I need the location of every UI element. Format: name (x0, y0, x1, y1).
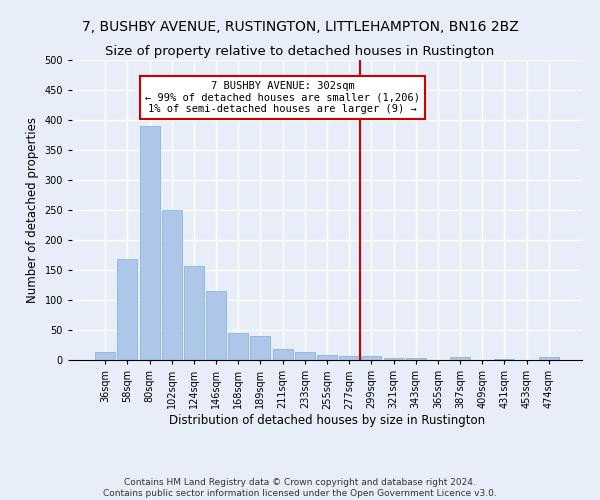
Bar (383, 358, 404, 360)
Bar (228, 333, 248, 360)
Bar (184, 266, 204, 360)
Bar (140, 126, 160, 360)
Bar (162, 210, 182, 360)
Y-axis label: Number of detached properties: Number of detached properties (26, 117, 39, 303)
Bar (339, 356, 359, 360)
Bar (406, 358, 426, 360)
Bar (317, 354, 337, 360)
Text: Size of property relative to detached houses in Rustington: Size of property relative to detached ho… (106, 45, 494, 58)
Text: 7 BUSHBY AVENUE: 302sqm
← 99% of detached houses are smaller (1,206)
1% of semi-: 7 BUSHBY AVENUE: 302sqm ← 99% of detache… (145, 81, 420, 114)
Bar (95, 352, 115, 360)
Bar (295, 352, 315, 360)
X-axis label: Distribution of detached houses by size in Rustington: Distribution of detached houses by size … (169, 414, 485, 427)
Bar (539, 357, 559, 360)
Bar (250, 336, 271, 360)
Text: 7, BUSHBY AVENUE, RUSTINGTON, LITTLEHAMPTON, BN16 2BZ: 7, BUSHBY AVENUE, RUSTINGTON, LITTLEHAMP… (82, 20, 518, 34)
Bar (206, 291, 226, 360)
Bar (272, 349, 293, 360)
Bar (450, 357, 470, 360)
Bar (361, 356, 382, 360)
Text: Contains HM Land Registry data © Crown copyright and database right 2024.
Contai: Contains HM Land Registry data © Crown c… (103, 478, 497, 498)
Bar (118, 259, 137, 360)
